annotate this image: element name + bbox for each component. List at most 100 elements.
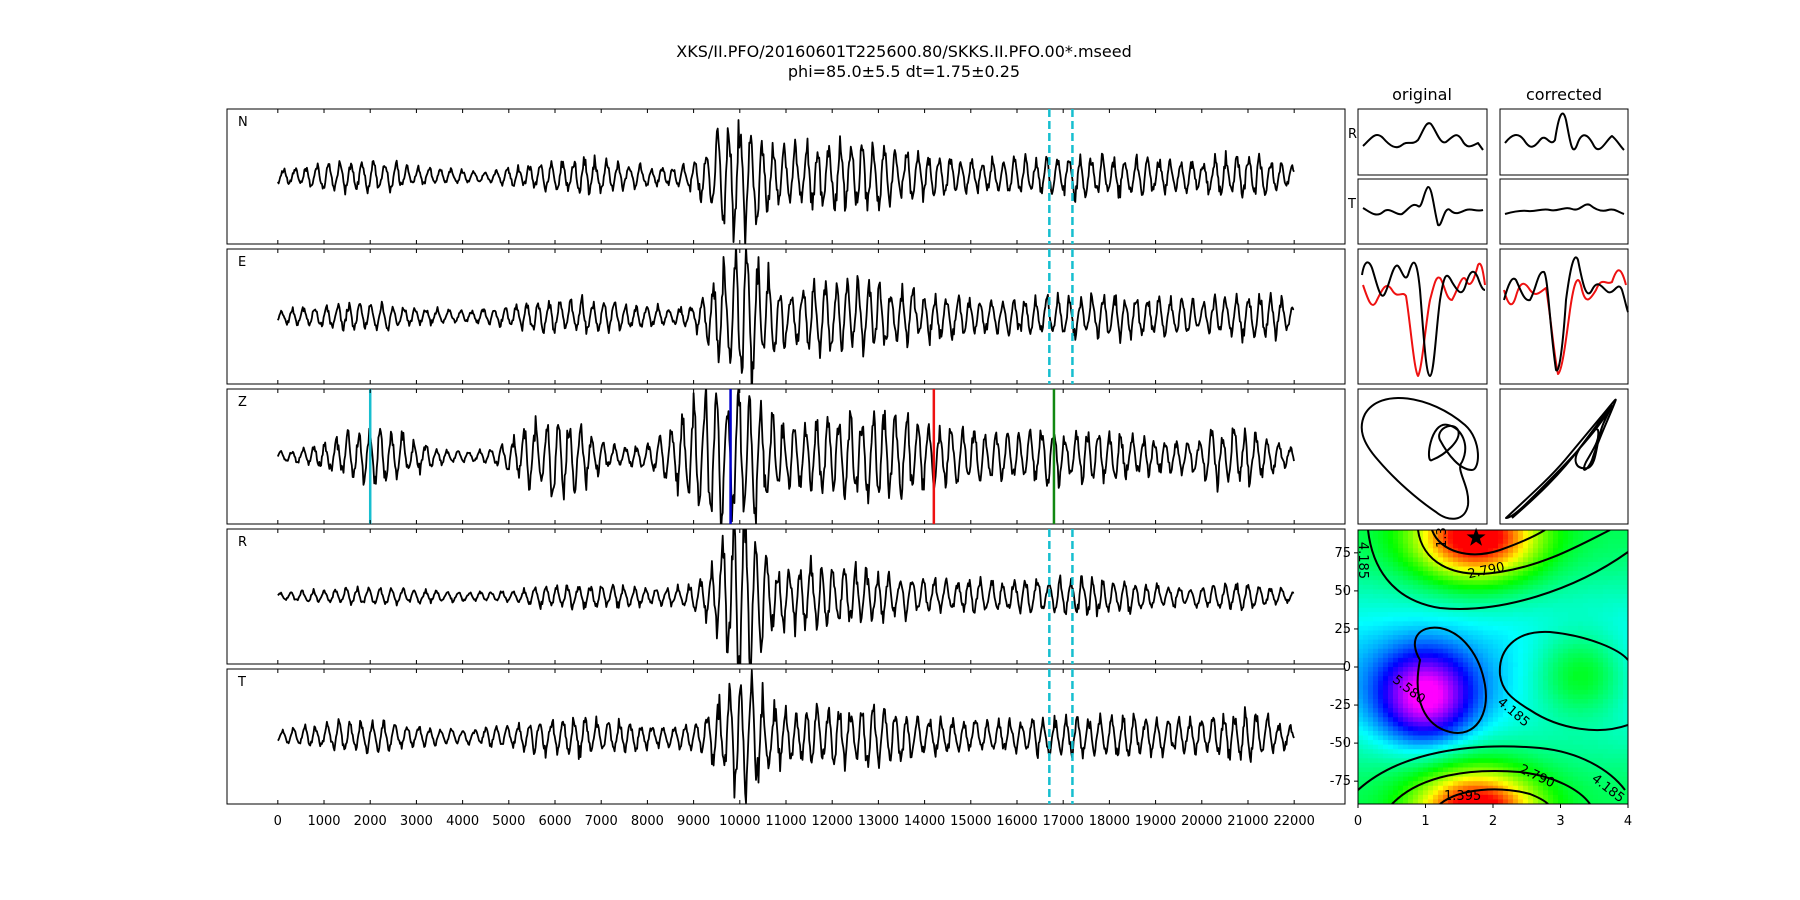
heatmap-cell bbox=[1453, 721, 1459, 727]
heatmap-cell bbox=[1368, 671, 1374, 677]
heatmap-cell bbox=[1373, 616, 1379, 622]
heatmap-cell bbox=[1513, 799, 1519, 804]
heatmap-cell bbox=[1453, 635, 1459, 641]
heatmap-cell bbox=[1568, 543, 1574, 549]
heatmap-cell bbox=[1598, 552, 1604, 558]
heatmap-cell bbox=[1433, 657, 1439, 664]
heatmap-cell bbox=[1618, 534, 1624, 540]
heatmap-cell bbox=[1568, 530, 1574, 536]
heatmap-cell bbox=[1423, 740, 1429, 746]
heatmap-cell bbox=[1428, 607, 1434, 613]
heatmap-cell bbox=[1363, 694, 1369, 700]
heatmap-cell bbox=[1623, 721, 1628, 727]
heatmap-cell bbox=[1438, 730, 1444, 737]
heatmap-cell bbox=[1483, 730, 1489, 737]
heatmap-cell bbox=[1518, 621, 1524, 627]
heatmap-cell bbox=[1363, 667, 1369, 673]
heatmap-cell bbox=[1468, 799, 1474, 804]
heatmap-cell bbox=[1453, 717, 1459, 723]
heatmap-cell bbox=[1518, 799, 1524, 804]
heatmap-cell bbox=[1393, 657, 1399, 664]
heatmap-cell bbox=[1548, 671, 1554, 677]
heatmap-cell bbox=[1533, 767, 1539, 773]
heatmap-cell bbox=[1358, 534, 1364, 540]
heatmap-cell bbox=[1563, 694, 1569, 700]
heatmap-cell bbox=[1578, 785, 1584, 791]
heatmap-cell bbox=[1563, 539, 1569, 545]
heatmap-cell bbox=[1498, 589, 1504, 595]
heatmap-cell bbox=[1618, 607, 1624, 613]
heatmap-cell bbox=[1573, 689, 1579, 695]
heatmap-cell bbox=[1488, 694, 1494, 700]
heatmap-cell bbox=[1538, 539, 1544, 545]
heatmap-cell bbox=[1513, 621, 1519, 627]
heatmap-cell bbox=[1393, 639, 1399, 645]
heatmap-cell bbox=[1383, 539, 1389, 545]
heatmap-cell bbox=[1623, 717, 1628, 723]
heatmap-cell bbox=[1548, 648, 1554, 654]
heatmap-cell bbox=[1413, 530, 1419, 536]
heatmap-cell bbox=[1578, 708, 1584, 714]
heatmap-cell bbox=[1523, 662, 1529, 668]
heatmap-cell bbox=[1423, 653, 1429, 659]
heatmap-cell bbox=[1438, 753, 1444, 759]
heatmap-cell bbox=[1528, 612, 1534, 618]
heatmap-cell bbox=[1423, 557, 1429, 563]
heatmap-cell bbox=[1513, 730, 1519, 737]
heatmap-cell bbox=[1588, 635, 1594, 641]
heatmap-cell bbox=[1363, 794, 1369, 801]
heatmap-cell bbox=[1453, 708, 1459, 714]
heatmap-cell bbox=[1373, 539, 1379, 545]
heatmap-cell bbox=[1593, 561, 1599, 568]
heatmap-cell bbox=[1588, 539, 1594, 545]
heatmap-cell bbox=[1458, 744, 1464, 750]
heatmap-cell bbox=[1568, 648, 1574, 654]
heatmap-cell bbox=[1508, 644, 1514, 650]
heatmap-cell bbox=[1448, 762, 1454, 769]
heatmap-cell bbox=[1618, 753, 1624, 759]
dt-tick-label: 1 bbox=[1421, 814, 1429, 829]
heatmap-cell bbox=[1433, 767, 1439, 773]
heatmap-cell bbox=[1488, 676, 1494, 682]
heatmap-cell bbox=[1418, 543, 1424, 549]
heatmap-cell bbox=[1483, 794, 1489, 801]
heatmap-cell bbox=[1528, 625, 1534, 632]
heatmap-cell bbox=[1493, 694, 1499, 700]
heatmap-cell bbox=[1608, 635, 1614, 641]
heatmap-cell bbox=[1373, 794, 1379, 801]
heatmap-cell bbox=[1493, 685, 1499, 691]
time-tick-label: 18000 bbox=[1089, 814, 1130, 829]
heatmap-cell bbox=[1613, 671, 1619, 677]
heatmap-cell bbox=[1508, 767, 1514, 773]
heatmap-cell bbox=[1488, 625, 1494, 632]
heatmap-cell bbox=[1358, 607, 1364, 613]
heatmap-cell bbox=[1573, 749, 1579, 755]
heatmap-cell bbox=[1393, 758, 1399, 764]
heatmap-cell bbox=[1558, 762, 1564, 769]
heatmap-cell bbox=[1453, 781, 1459, 787]
heatmap-cell bbox=[1568, 566, 1574, 572]
heatmap-cell bbox=[1543, 630, 1549, 636]
heatmap-cell bbox=[1553, 712, 1559, 718]
heatmap-cell bbox=[1473, 772, 1479, 778]
heatmap-cell bbox=[1538, 730, 1544, 737]
heatmap-cell bbox=[1603, 753, 1609, 759]
heatmap-cell bbox=[1413, 534, 1419, 540]
heatmap-cell bbox=[1508, 593, 1514, 600]
heatmap-cell bbox=[1543, 726, 1549, 732]
heatmap-cell bbox=[1408, 653, 1414, 659]
heatmap-cell bbox=[1478, 566, 1484, 572]
heatmap-cell bbox=[1548, 566, 1554, 572]
heatmap-cell bbox=[1478, 721, 1484, 727]
heatmap-cell bbox=[1418, 639, 1424, 645]
heatmap-cell bbox=[1503, 603, 1509, 609]
heatmap-cell bbox=[1423, 539, 1429, 545]
time-tick-label: 21000 bbox=[1227, 814, 1268, 829]
heatmap-cell bbox=[1548, 644, 1554, 650]
heatmap-cell bbox=[1588, 717, 1594, 723]
heatmap-cell bbox=[1508, 662, 1514, 668]
heatmap-cell bbox=[1598, 639, 1604, 645]
heatmap-cell bbox=[1598, 657, 1604, 664]
heatmap-cell bbox=[1448, 625, 1454, 632]
heatmap-cell bbox=[1548, 635, 1554, 641]
